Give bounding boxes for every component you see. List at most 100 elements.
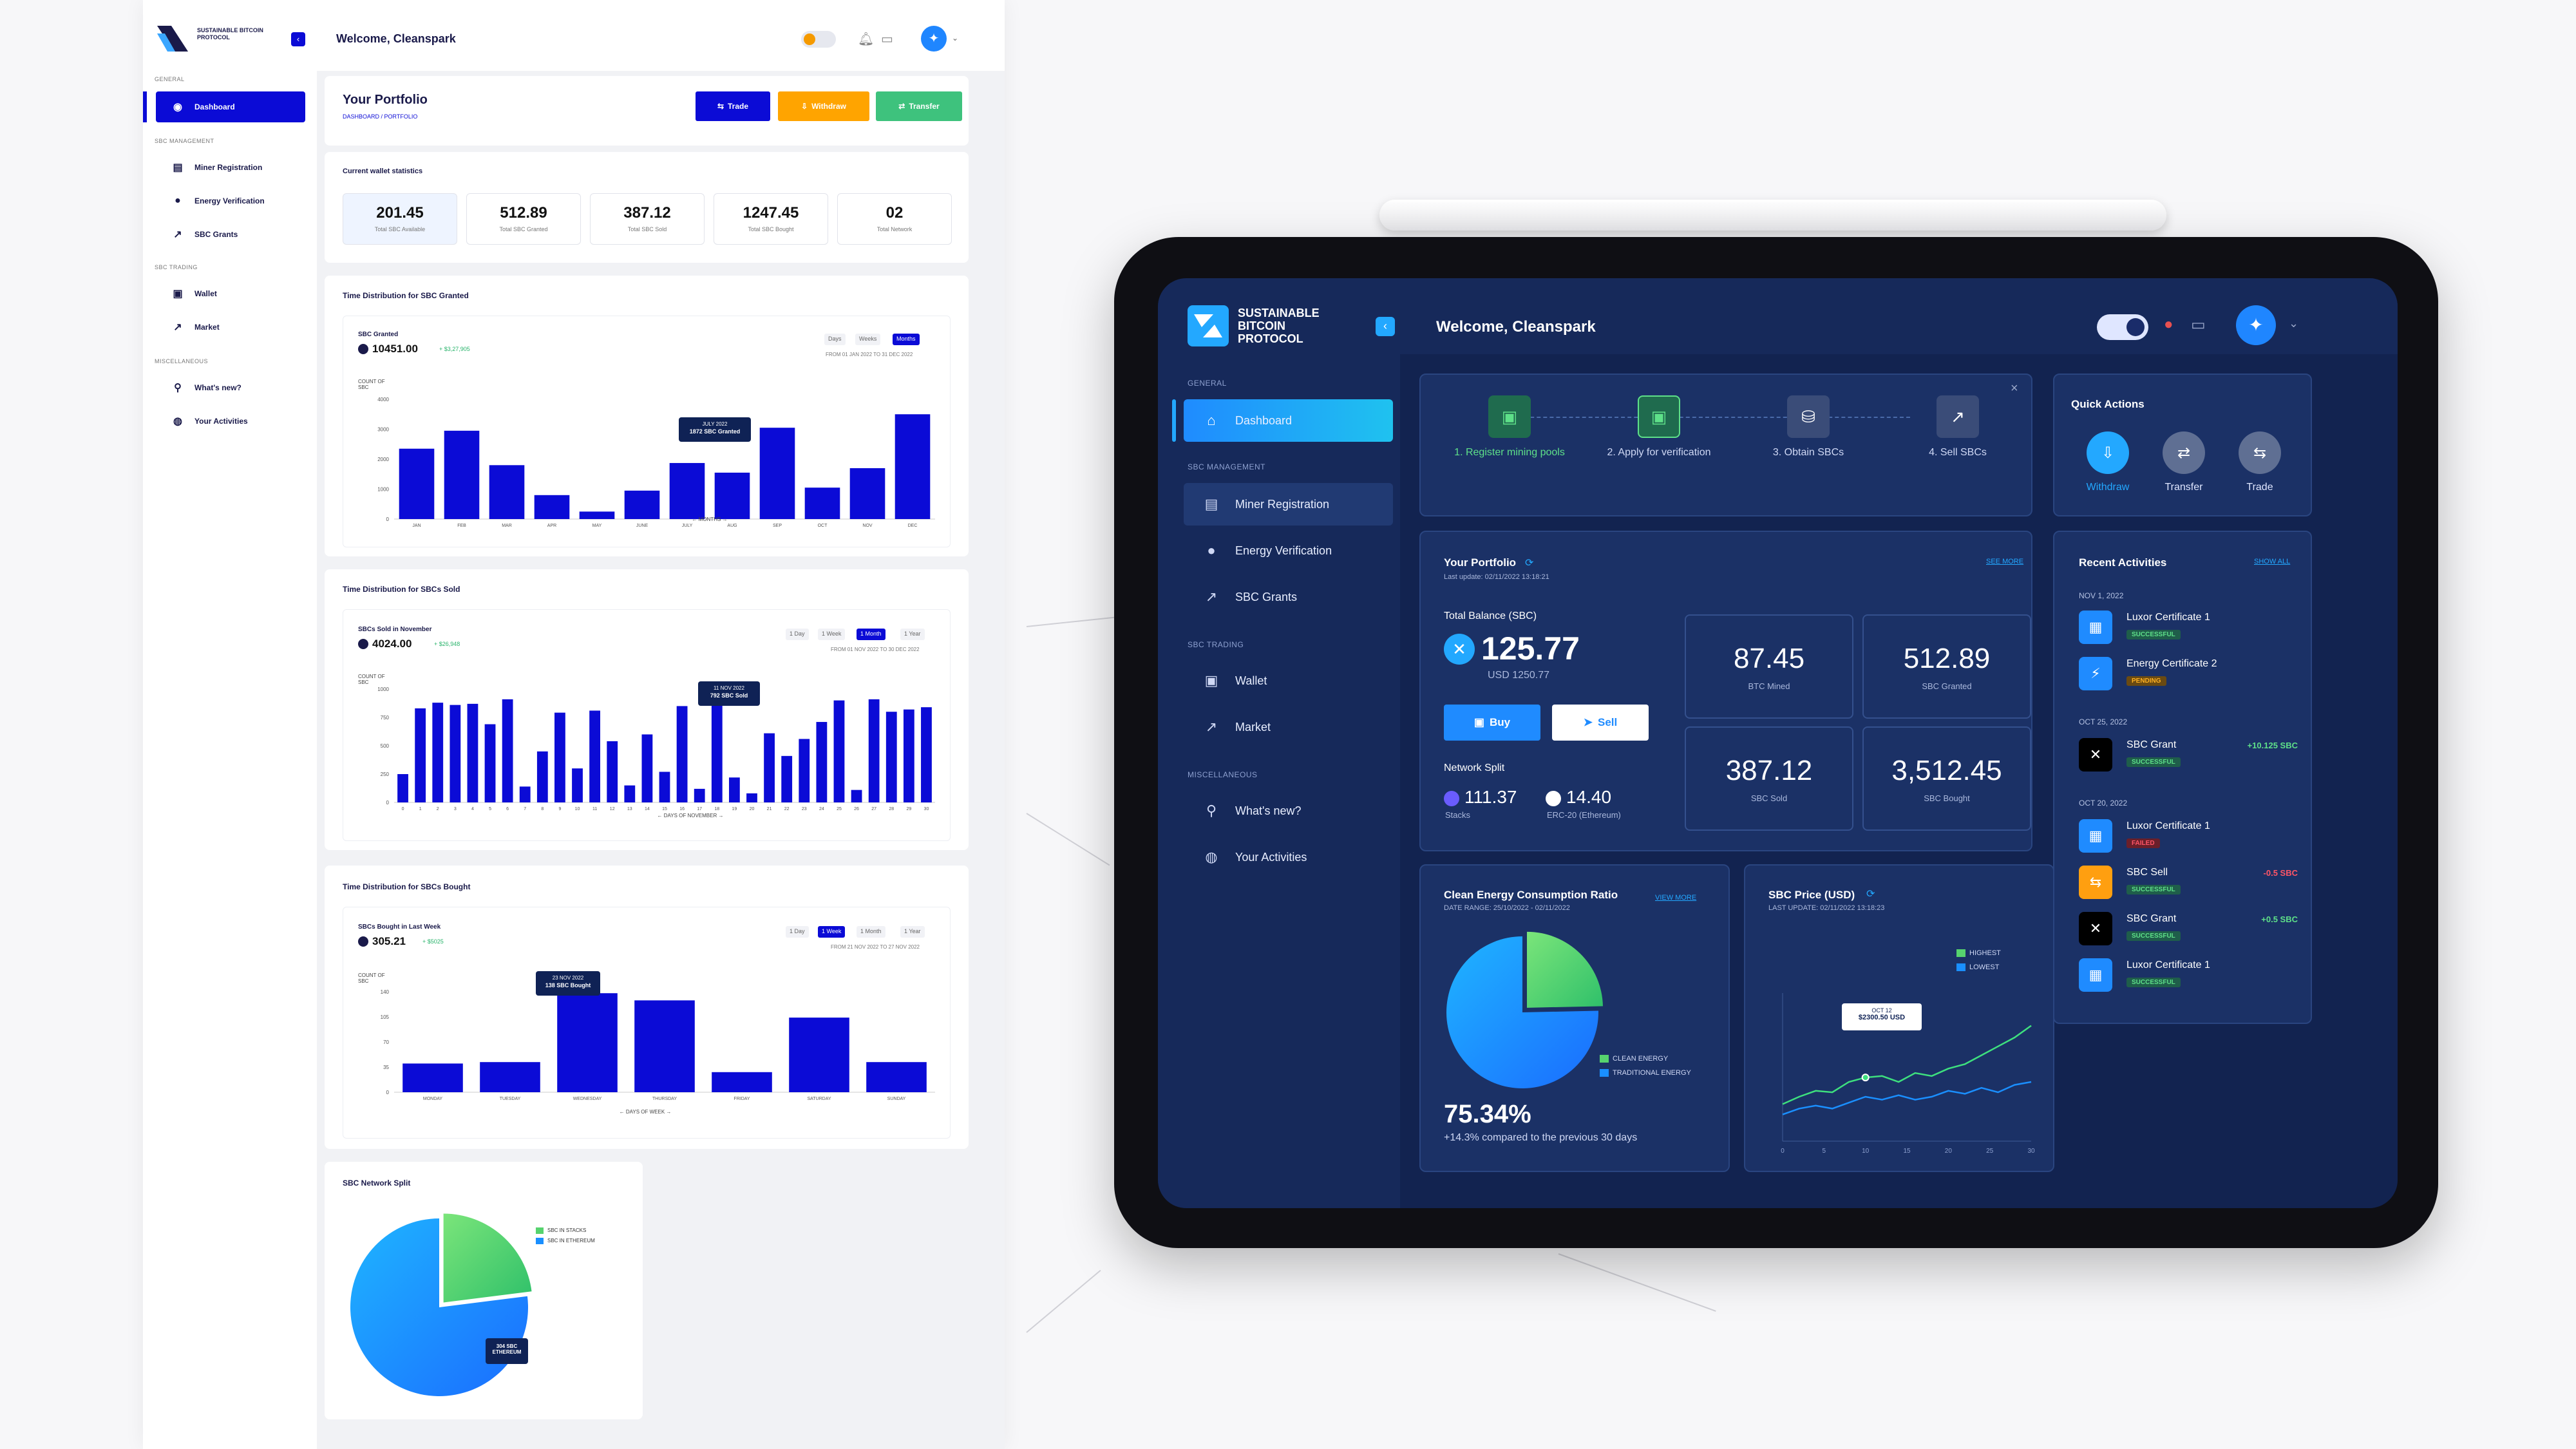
highlight-point[interactable] xyxy=(1861,1074,1870,1082)
bar[interactable] xyxy=(415,708,426,802)
nav-whats-new[interactable]: ⚲ What's new? xyxy=(1184,790,1393,832)
activity-item[interactable]: ▦ Luxor Certificate 1 SUCCESSFUL xyxy=(2079,608,2298,649)
tab-1-year[interactable]: 1 Year xyxy=(900,629,925,640)
bar[interactable] xyxy=(886,712,897,802)
bar[interactable] xyxy=(572,768,583,802)
step-apply[interactable]: ▣ 2. Apply for verification xyxy=(1588,395,1730,459)
bar[interactable] xyxy=(589,710,601,802)
tab-1-month[interactable]: 1 Month xyxy=(857,926,886,938)
chevron-down-icon[interactable]: ⌄ xyxy=(952,33,959,43)
avatar[interactable]: ✦ xyxy=(921,26,947,52)
nav-market[interactable]: ↗ Market xyxy=(156,312,305,343)
theme-toggle[interactable] xyxy=(801,31,836,48)
avatar[interactable]: ✦ xyxy=(2236,305,2276,345)
bar[interactable] xyxy=(402,1063,463,1092)
refresh-icon[interactable]: ⟳ xyxy=(1525,558,1534,569)
refresh-icon[interactable]: ⟳ xyxy=(1866,889,1875,900)
bar[interactable] xyxy=(816,722,828,802)
bar[interactable] xyxy=(534,495,570,519)
nav-your-activities[interactable]: ◍ Your Activities xyxy=(1184,836,1393,878)
qa-transfer[interactable]: ⇄ Transfer xyxy=(2148,431,2219,493)
bar[interactable] xyxy=(833,700,845,802)
nav-wallet[interactable]: ▣ Wallet xyxy=(1184,659,1393,702)
activity-item[interactable]: ⇆ SBC Sell SUCCESSFUL -0.5 SBC xyxy=(2079,863,2298,904)
activity-item[interactable]: ⚡︎ Energy Certificate 2 PENDING xyxy=(2079,654,2298,696)
tab-1-day[interactable]: 1 Day xyxy=(786,926,809,938)
bar[interactable] xyxy=(799,739,810,802)
bar[interactable] xyxy=(554,712,565,802)
bar[interactable] xyxy=(624,785,636,802)
tab-days[interactable]: Days xyxy=(824,334,846,345)
nav-dashboard[interactable]: ◉ Dashboard xyxy=(156,91,305,122)
tab-months[interactable]: Months xyxy=(893,334,920,345)
bar[interactable] xyxy=(728,777,740,802)
bar[interactable] xyxy=(746,793,757,802)
close-icon[interactable]: × xyxy=(2011,381,2018,395)
activity-item[interactable]: ✕ SBC Grant SUCCESSFUL +10.125 SBC xyxy=(2079,735,2298,777)
activity-item[interactable]: ▦ Luxor Certificate 1 SUCCESSFUL xyxy=(2079,956,2298,997)
nav-miner-registration[interactable]: ▤ Miner Registration xyxy=(1184,483,1393,526)
bar[interactable] xyxy=(712,1072,772,1092)
bell-icon[interactable]: ● xyxy=(2164,316,2174,333)
transfer-button[interactable]: ⇄ Transfer xyxy=(876,91,962,121)
bar[interactable] xyxy=(432,703,444,802)
bell-icon[interactable]: 🔔︎ xyxy=(858,32,875,46)
bar[interactable] xyxy=(480,1062,540,1092)
bar[interactable] xyxy=(694,788,705,802)
bar[interactable] xyxy=(849,468,886,519)
pie-slice[interactable] xyxy=(443,1213,532,1303)
bar[interactable] xyxy=(921,707,932,802)
nav-sbc-grants[interactable]: ↗ SBC Grants xyxy=(156,219,305,250)
activity-item[interactable]: ▦ Luxor Certificate 1 FAILED xyxy=(2079,817,2298,858)
bar[interactable] xyxy=(607,741,618,802)
nav-energy-verification[interactable]: ● Energy Verification xyxy=(1184,529,1393,572)
bar[interactable] xyxy=(868,699,880,802)
bar[interactable] xyxy=(895,414,931,519)
tab-weeks[interactable]: Weeks xyxy=(855,334,881,345)
bar[interactable] xyxy=(641,734,653,802)
bar[interactable] xyxy=(634,1000,695,1092)
bar[interactable] xyxy=(866,1062,927,1092)
bar[interactable] xyxy=(624,490,660,519)
bar[interactable] xyxy=(659,772,670,802)
chevron-down-icon[interactable]: ⌄ xyxy=(2289,317,2299,330)
bar[interactable] xyxy=(851,790,862,802)
bar[interactable] xyxy=(714,472,750,519)
bar[interactable] xyxy=(502,699,513,802)
bar[interactable] xyxy=(557,993,618,1092)
bar[interactable] xyxy=(484,724,496,802)
bar[interactable] xyxy=(536,751,548,802)
tab-1-day[interactable]: 1 Day xyxy=(786,629,809,640)
tab-1-year[interactable]: 1 Year xyxy=(900,926,925,938)
tab-1-month[interactable]: 1 Month xyxy=(857,629,886,640)
bar[interactable] xyxy=(397,774,408,802)
pie-slice[interactable] xyxy=(1446,936,1598,1088)
bar[interactable] xyxy=(669,462,705,519)
bar[interactable] xyxy=(711,694,723,802)
show-all-link[interactable]: SHOW ALL xyxy=(2254,558,2291,565)
nav-your-activities[interactable]: ◍ Your Activities xyxy=(156,406,305,437)
trade-button[interactable]: ⇆ Trade xyxy=(696,91,770,121)
step-register[interactable]: ▣ 1. Register mining pools xyxy=(1439,395,1580,459)
nav-miner-registration[interactable]: ▤ Miner Registration xyxy=(156,152,305,183)
buy-button[interactable]: ▣ Buy xyxy=(1444,705,1540,741)
bar[interactable] xyxy=(519,786,531,802)
nav-market[interactable]: ↗ Market xyxy=(1184,706,1393,748)
bar[interactable] xyxy=(676,706,688,802)
bar[interactable] xyxy=(489,465,525,519)
nav-energy-verification[interactable]: ● Energy Verification xyxy=(156,185,305,216)
bar[interactable] xyxy=(450,705,461,802)
tab-1-week[interactable]: 1 Week xyxy=(818,629,846,640)
activity-item[interactable]: ✕ SBC Grant SUCCESSFUL +0.5 SBC xyxy=(2079,909,2298,951)
collapse-icon[interactable]: ‹ xyxy=(291,32,305,46)
qa-withdraw[interactable]: ⇩ Withdraw xyxy=(2072,431,2143,493)
bar[interactable] xyxy=(804,488,840,519)
withdraw-button[interactable]: ⇩ Withdraw xyxy=(778,91,869,121)
bar[interactable] xyxy=(764,733,775,802)
collapse-icon[interactable]: ‹ xyxy=(1376,317,1395,336)
bar[interactable] xyxy=(789,1018,849,1092)
chat-icon[interactable]: ▭ xyxy=(2191,316,2206,334)
nav-sbc-grants[interactable]: ↗ SBC Grants xyxy=(1184,576,1393,618)
nav-dashboard[interactable]: ⌂ Dashboard xyxy=(1184,399,1393,442)
tab-1-week[interactable]: 1 Week xyxy=(818,926,846,938)
